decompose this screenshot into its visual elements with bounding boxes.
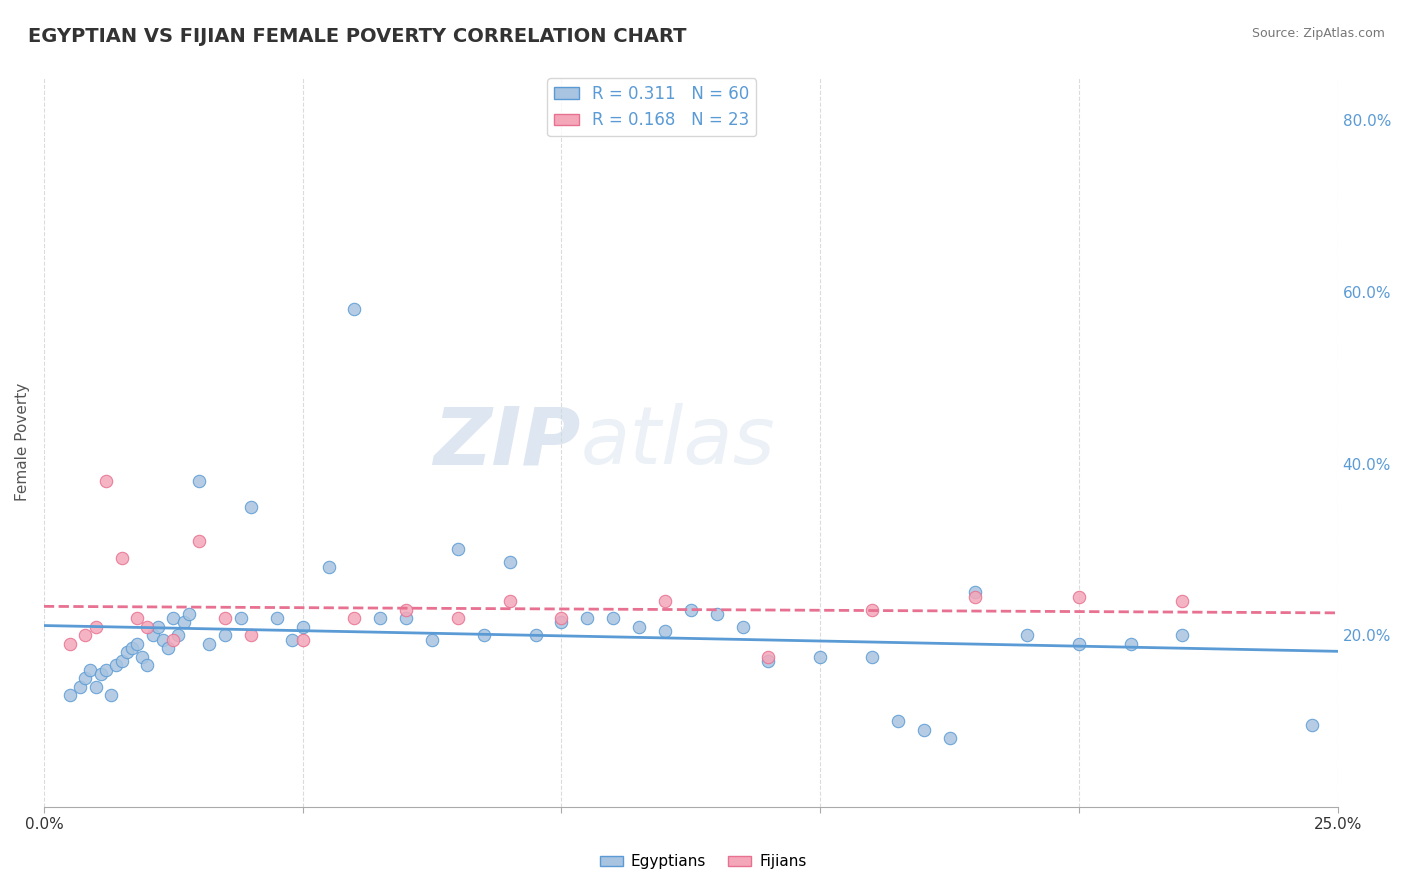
Point: [343, 302, 366, 317]
Point: [75, 628, 97, 642]
Point: [84, 620, 107, 634]
Point: [142, 628, 165, 642]
Point: [291, 632, 314, 647]
Point: [75, 671, 97, 685]
Point: [965, 585, 987, 599]
Point: [125, 637, 148, 651]
Point: [90, 667, 112, 681]
Legend: Egyptians, Fijians: Egyptians, Fijians: [593, 848, 813, 875]
Point: [758, 649, 780, 664]
Point: [105, 658, 128, 673]
Point: [1171, 628, 1194, 642]
Point: [447, 611, 470, 625]
Point: [100, 689, 122, 703]
Point: [524, 628, 547, 642]
Point: [167, 628, 190, 642]
Point: [188, 533, 211, 548]
Text: Source: ZipAtlas.com: Source: ZipAtlas.com: [1251, 27, 1385, 40]
Point: [938, 731, 960, 746]
Point: [121, 641, 143, 656]
Point: [368, 611, 391, 625]
Point: [239, 500, 262, 514]
Point: [188, 474, 211, 488]
Point: [266, 611, 288, 625]
Point: [136, 620, 159, 634]
Point: [69, 680, 91, 694]
Point: [654, 624, 676, 638]
Point: [731, 620, 754, 634]
Point: [157, 641, 180, 656]
Point: [395, 611, 418, 625]
Point: [110, 654, 132, 668]
Point: [576, 611, 599, 625]
Point: [654, 594, 676, 608]
Point: [860, 649, 883, 664]
Point: [94, 474, 117, 488]
Point: [395, 602, 418, 616]
Text: atlas: atlas: [581, 403, 776, 481]
Point: [94, 663, 117, 677]
Point: [84, 680, 107, 694]
Point: [173, 615, 195, 630]
Point: [887, 714, 910, 728]
Point: [281, 632, 304, 647]
Point: [1171, 594, 1194, 608]
Point: [602, 611, 624, 625]
Y-axis label: Female Poverty: Female Poverty: [15, 383, 30, 501]
Point: [291, 620, 314, 634]
Point: [239, 628, 262, 642]
Point: [125, 611, 148, 625]
Point: [177, 607, 200, 621]
Point: [214, 611, 236, 625]
Point: [498, 555, 520, 569]
Point: [679, 602, 702, 616]
Point: [59, 637, 82, 651]
Point: [965, 590, 987, 604]
Point: [79, 663, 101, 677]
Point: [860, 602, 883, 616]
Point: [550, 611, 572, 625]
Point: [162, 611, 184, 625]
Point: [343, 611, 366, 625]
Point: [115, 645, 138, 659]
Point: [1067, 590, 1090, 604]
Point: [420, 632, 443, 647]
Point: [808, 649, 831, 664]
Point: [131, 649, 153, 664]
Legend: R = 0.311   N = 60, R = 0.168   N = 23: R = 0.311 N = 60, R = 0.168 N = 23: [547, 78, 756, 136]
Point: [110, 551, 132, 566]
Text: EGYPTIAN VS FIJIAN FEMALE POVERTY CORRELATION CHART: EGYPTIAN VS FIJIAN FEMALE POVERTY CORREL…: [28, 27, 686, 45]
Point: [152, 632, 174, 647]
Point: [1301, 718, 1323, 732]
Text: ZIP: ZIP: [433, 403, 581, 481]
Point: [1067, 637, 1090, 651]
Point: [214, 628, 236, 642]
Point: [162, 632, 184, 647]
Point: [447, 542, 470, 557]
Point: [1017, 628, 1039, 642]
Point: [318, 559, 340, 574]
Point: [472, 628, 495, 642]
Point: [59, 689, 82, 703]
Point: [146, 620, 169, 634]
Point: [627, 620, 650, 634]
Point: [550, 615, 572, 630]
Point: [706, 607, 728, 621]
Point: [498, 594, 520, 608]
Point: [912, 723, 935, 737]
Point: [229, 611, 252, 625]
Point: [1119, 637, 1142, 651]
Point: [758, 654, 780, 668]
Point: [198, 637, 221, 651]
Point: [136, 658, 159, 673]
